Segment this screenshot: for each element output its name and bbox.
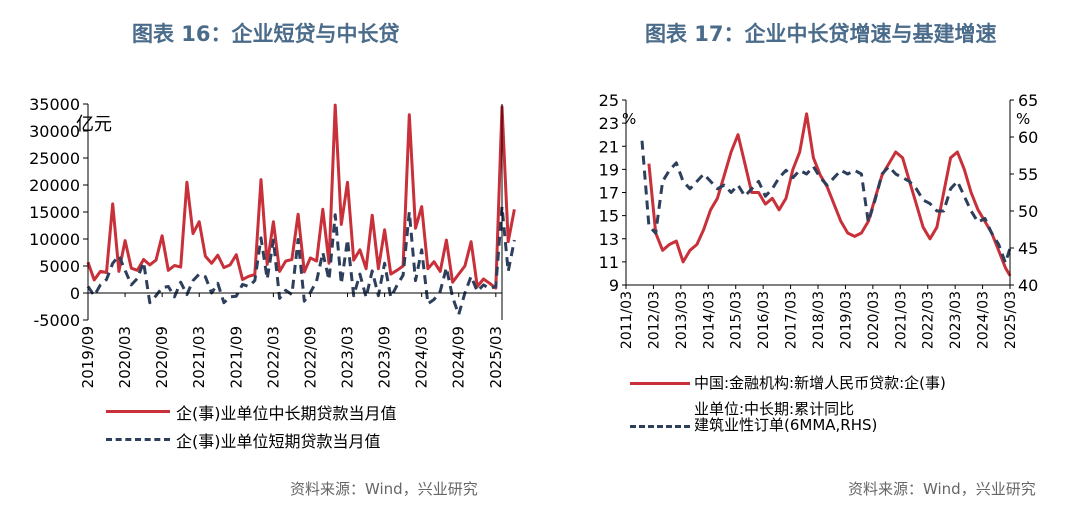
right-source-note: 资料来源：Wind，兴业研究: [848, 480, 1036, 498]
right-y2tick-label: 45: [1018, 239, 1038, 258]
right-xtick-label: 2022/03: [921, 291, 937, 349]
right-xtick-label: 2020/03: [866, 291, 882, 349]
right-chart: 25 23 21 19 17 15 13 11 9 65 60 55 50 45 40 2011/03 20…: [599, 91, 1039, 349]
right-xtick-label: 2015/03: [729, 291, 745, 349]
legend-line-infra: [630, 425, 690, 428]
right-y2tick-label: 60: [1018, 128, 1038, 147]
left-chart-title: 图表 16：企业短贷与中长贷: [132, 22, 400, 46]
left-source-note: 资料来源：Wind，兴业研究: [290, 480, 478, 498]
right-y2tick-label: 55: [1018, 165, 1038, 184]
left-ytick-label: 25000: [29, 149, 80, 168]
right-xtick-label: 2025/03: [1003, 291, 1019, 349]
left-series-short-line: [86, 205, 516, 317]
right-y2-unit: %: [1016, 110, 1030, 128]
right-chart-title: 图表 17：企业中长贷增速与基建增速: [645, 22, 997, 46]
left-xtick-label: 2025/03: [487, 326, 505, 388]
left-ytick-label: 35000: [29, 95, 80, 114]
left-ytick-label: 0: [70, 284, 80, 303]
left-xtick-label: 2021/09: [227, 326, 245, 388]
left-xtick-label: 2023/03: [339, 326, 357, 388]
right-y-unit: %: [622, 110, 636, 128]
right-ytick-label: 25: [599, 91, 619, 110]
legend-label-loan-1: 中国:金融机构:新增人民币贷款:企(事): [694, 374, 946, 392]
right-xtick-label: 2024/03: [976, 291, 992, 349]
right-ytick-label: 15: [599, 207, 619, 226]
left-xtick-label: 2019/09: [79, 326, 97, 388]
legend-label-loan-2: 业单位:中长期:累计同比: [694, 400, 855, 418]
right-xtick-label: 2018/03: [811, 291, 827, 349]
legend-label-infra: 建筑业性订单(6MMA,RHS): [694, 416, 878, 434]
right-xtick-label: 2019/03: [838, 291, 854, 349]
left-xtick-label: 2020/03: [116, 326, 134, 388]
legend-label-short: 企(事)业单位短期贷款当月值: [176, 432, 381, 451]
right-ytick-label: 17: [599, 184, 619, 203]
legend-line-loan: [630, 382, 690, 385]
left-xtick-label: 2022/09: [301, 326, 319, 388]
right-xtick-label: 2016/03: [756, 291, 772, 349]
right-xtick-label: 2012/03: [646, 291, 662, 349]
right-series-infra-line: [640, 140, 1012, 265]
left-xtick-label: 2023/09: [376, 326, 394, 388]
left-y-unit: 亿元: [76, 114, 112, 135]
right-series-loan-line: [647, 112, 1012, 277]
left-ytick-label: -5000: [34, 311, 81, 330]
right-ytick-label: 23: [599, 114, 619, 133]
right-ytick-label: 21: [599, 137, 619, 156]
right-ytick-label: 19: [599, 160, 619, 179]
right-xtick-label: 2011/03: [619, 291, 635, 349]
right-ytick-label: 13: [599, 230, 619, 249]
left-ytick-label: 15000: [29, 203, 80, 222]
legend-line-long: [106, 410, 170, 413]
right-xtick-label: 2021/03: [893, 291, 909, 349]
left-ytick-label: 20000: [29, 176, 80, 195]
left-xtick-label: 2024/03: [413, 326, 431, 388]
left-chart: 35000 30000 25000 20000 15000 10000 5000 0 -5000…: [29, 95, 516, 388]
right-xtick-label: 2023/03: [948, 291, 964, 349]
right-xtick-label: 2014/03: [701, 291, 717, 349]
left-ytick-label: 5000: [39, 257, 80, 276]
left-series-long-line: [86, 103, 516, 290]
right-xtick-label: 2017/03: [784, 291, 800, 349]
legend-line-short: [106, 438, 170, 441]
left-xtick-label: 2022/03: [264, 326, 282, 388]
right-y2tick-label: 50: [1018, 202, 1038, 221]
left-ytick-label: 10000: [29, 230, 80, 249]
right-y2tick-label: 65: [1018, 91, 1038, 110]
left-xtick-label: 2020/09: [153, 326, 171, 388]
right-ytick-label: 11: [599, 253, 619, 272]
right-xtick-label: 2013/03: [674, 291, 690, 349]
left-xtick-label: 2024/09: [450, 326, 468, 388]
right-y2tick-label: 40: [1018, 276, 1038, 295]
left-ytick-label: 30000: [29, 122, 80, 141]
right-ytick-label: 9: [609, 276, 619, 295]
left-xtick-label: 2021/03: [190, 326, 208, 388]
legend-label-long: 企(事)业单位中长期贷款当月值: [176, 404, 397, 423]
